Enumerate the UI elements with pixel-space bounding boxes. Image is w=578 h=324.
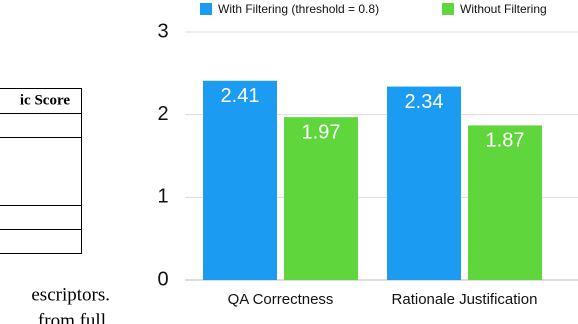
- table-fragment: [0, 88, 82, 254]
- y-tick-label: 3: [157, 20, 168, 42]
- y-tick-label: 2: [157, 103, 168, 125]
- body-text: escriptors.: [31, 284, 110, 305]
- bar: [203, 80, 277, 280]
- value-label: 2.34: [405, 91, 444, 113]
- x-tick-label: QA Correctness: [228, 291, 334, 308]
- x-tick-label: Rationale Justification: [392, 291, 538, 308]
- legend-swatch: [442, 3, 454, 15]
- value-label: 2.41: [221, 85, 260, 107]
- legend-swatch: [200, 3, 212, 15]
- bar: [284, 117, 358, 280]
- body-text: from full: [38, 310, 106, 324]
- bar: [387, 86, 461, 280]
- y-tick-label: 0: [157, 268, 168, 290]
- legend-label: Without Filtering: [460, 2, 547, 16]
- table-header: ic Score: [20, 92, 70, 108]
- value-label: 1.87: [486, 130, 525, 152]
- legend-label: With Filtering (threshold = 0.8): [218, 2, 379, 16]
- value-label: 1.97: [302, 121, 341, 143]
- y-tick-label: 1: [157, 186, 168, 208]
- bar: [468, 125, 542, 280]
